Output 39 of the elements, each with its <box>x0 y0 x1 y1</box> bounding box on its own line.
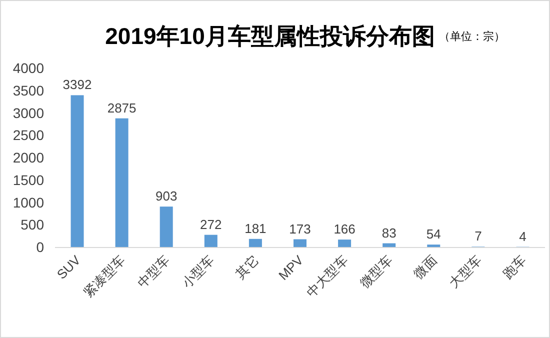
data-label: 166 <box>334 222 356 237</box>
chart-title: 2019年10月车型属性投诉分布图 <box>105 23 435 49</box>
bar <box>338 240 352 247</box>
bar <box>115 118 128 247</box>
text: （单位：宗） <box>439 30 505 43</box>
x-tick-label: 其它 <box>232 252 262 282</box>
bar <box>294 239 306 247</box>
y-tick-label: 3500 <box>12 82 44 98</box>
bar <box>204 234 218 247</box>
data-label: 272 <box>200 216 222 232</box>
bar <box>70 95 84 247</box>
y-tick-label: 1500 <box>12 172 44 188</box>
data-label: 181 <box>244 220 266 236</box>
data-label: 2875 <box>107 100 136 116</box>
bar <box>160 206 173 247</box>
y-tick-label: 4000 <box>12 60 44 76</box>
x-tick-label: 小型车 <box>178 252 218 291</box>
data-label: 3392 <box>62 77 92 92</box>
bar <box>382 243 396 247</box>
data-label: 54 <box>426 226 441 242</box>
data-label: 173 <box>289 221 311 236</box>
data-label: 903 <box>156 188 178 204</box>
x-tick-label: 微面 <box>410 252 440 282</box>
data-label: 83 <box>382 225 396 240</box>
y-tick-label: 2000 <box>12 150 44 166</box>
data-label: 7 <box>474 228 482 244</box>
x-tick-label: 中大型车 <box>303 252 351 300</box>
y-tick-label: 1000 <box>12 194 44 210</box>
y-tick-label: 0 <box>36 239 44 255</box>
bar <box>248 238 262 247</box>
y-tick-label: 2500 <box>12 127 44 144</box>
x-tick-label: 微型车 <box>357 252 396 291</box>
y-tick-label: 500 <box>20 216 44 233</box>
x-tick-label: 大型车 <box>446 252 484 291</box>
x-tick-label: 中型车 <box>134 252 172 291</box>
data-label: 4 <box>519 228 526 244</box>
x-tick-label: 跑车 <box>500 252 529 282</box>
x-tick-label: 紧凑型车 <box>80 252 128 300</box>
y-tick-label: 3000 <box>12 104 44 121</box>
